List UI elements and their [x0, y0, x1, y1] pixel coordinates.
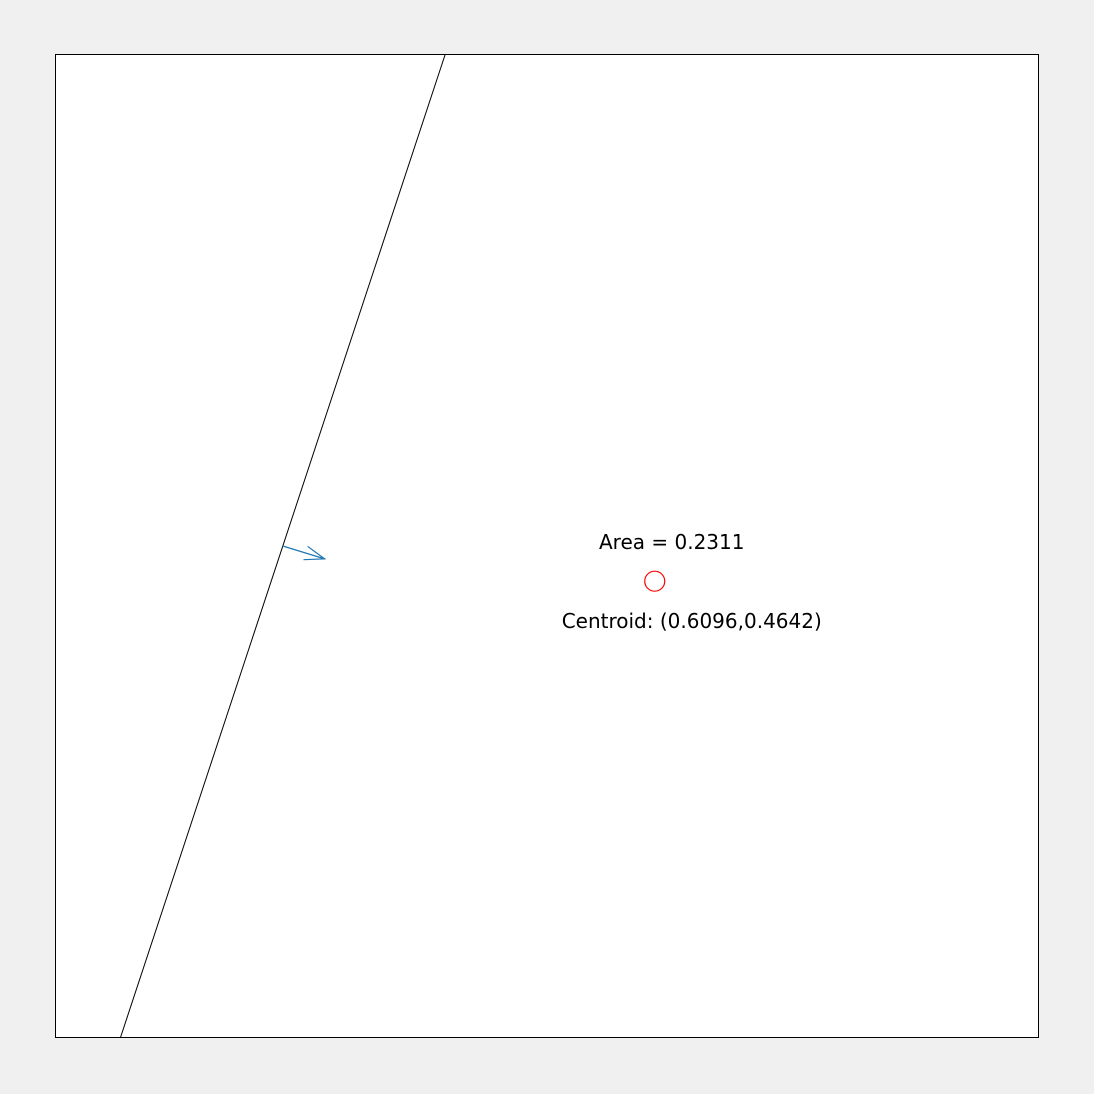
centroid-label: Centroid: (0.6096,0.4642)	[562, 609, 822, 633]
centroid-marker	[644, 570, 666, 592]
plot-area	[55, 54, 1039, 1038]
normal-arrow	[282, 545, 325, 559]
area-label: Area = 0.2311	[599, 530, 744, 554]
